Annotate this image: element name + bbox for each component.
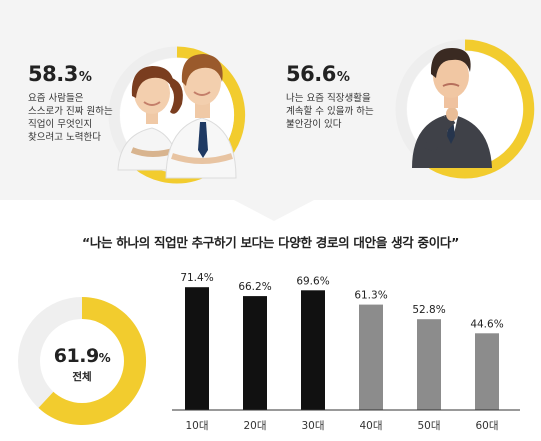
bar-value-label-6: 44.6%: [470, 318, 503, 330]
stat-2-description: 나는 요즘 직장생활을 계속할 수 있을까 하는 불안감이 있다: [286, 93, 374, 130]
bar-value-label-1: 71.4%: [180, 272, 213, 284]
stat-1-description: 요즘 사람들은 스스로가 진짜 원하는 직업이 무엇인지 찾으려고 노력한다: [28, 93, 113, 143]
stat-1-percent: 58.3%: [28, 62, 92, 86]
bar-4: [359, 304, 383, 410]
bar-category-label-6: 60대: [475, 420, 498, 432]
bar-value-label-3: 69.6%: [296, 275, 329, 287]
panel-pointer: [232, 199, 316, 221]
bar-chart: 71.4% 10대 66.2% 20대 69.6% 30대 61.3% 40대 52.8% 50대…: [180, 272, 503, 432]
survey-question: “나는 하나의 직업만 추구하기 보다는 다양한 경로의 대안을 생각 중이다”: [81, 235, 460, 250]
pie-value: 61.9%: [53, 345, 111, 367]
man-figure: [165, 54, 237, 179]
bar-category-label-1: 10대: [185, 420, 208, 432]
stat-block-2: 56.6% 나는 요즘 직장생활을 계속할 수 있을까 하는 불안감이 있다: [286, 62, 374, 131]
pie-center: [40, 319, 124, 403]
pie-label: 61.9% 전체: [42, 345, 122, 384]
stat-2-percent: 56.6%: [286, 62, 350, 86]
bar-2: [243, 296, 267, 410]
bar-category-label-5: 50대: [417, 420, 440, 432]
couple-illustration: [108, 46, 246, 184]
bar-6: [475, 333, 499, 410]
bar-value-label-4: 61.3%: [354, 290, 387, 302]
bar-value-label-5: 52.8%: [412, 304, 445, 316]
bar-1: [185, 287, 209, 410]
bar-category-label-4: 40대: [359, 420, 382, 432]
bar-value-label-2: 66.2%: [238, 281, 271, 293]
ring-arc-2: [429, 39, 535, 179]
bar-3: [301, 290, 325, 410]
bar-category-label-2: 20대: [243, 420, 266, 432]
worried-man-illustration: [395, 39, 535, 179]
bar-category-label-3: 30대: [301, 420, 324, 432]
pie-caption: 전체: [72, 371, 92, 383]
bar-5: [417, 319, 441, 410]
stat-block-1: 58.3% 요즘 사람들은 스스로가 진짜 원하는 직업이 무엇인지 찾으려고 …: [28, 62, 113, 144]
pie-chart: [18, 296, 147, 425]
